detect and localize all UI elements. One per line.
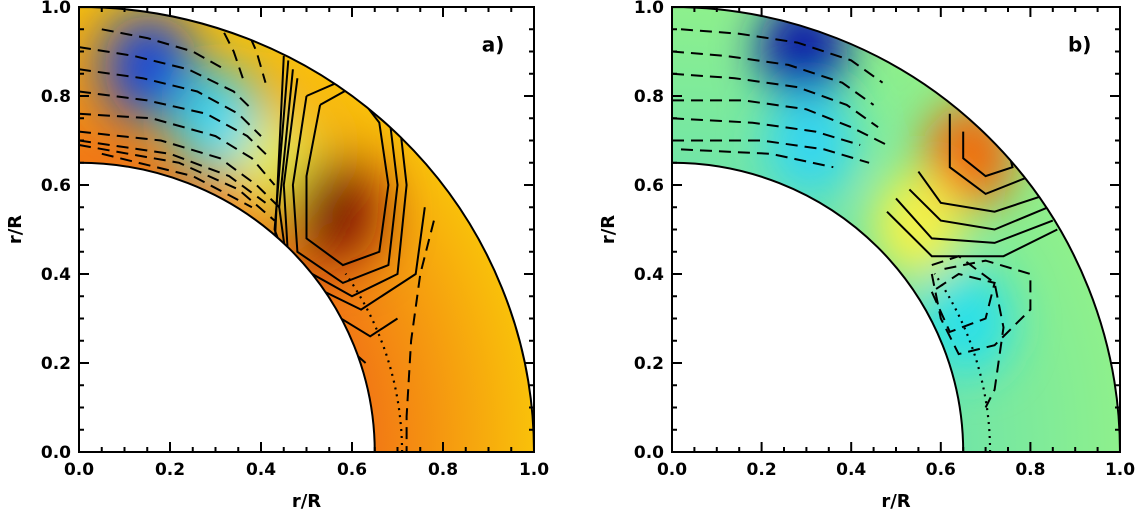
dashed-contour xyxy=(672,72,879,129)
y-tick-label: 0.0 xyxy=(41,443,71,463)
dashed-contour xyxy=(214,15,244,79)
panel-b: 0.0 0.2 0.4 0.6 0.8 1.0 0.0 0.2 0.4 0.6 0.8 1.0 r/R r… xyxy=(598,0,1135,512)
x-axis-label: r/R xyxy=(881,491,910,512)
y-axis-label: r/R xyxy=(598,215,619,244)
cyan-band xyxy=(765,89,856,197)
x-tick-label: 0.0 xyxy=(64,460,94,480)
x-axis-label: r/R xyxy=(292,491,321,512)
solid-contour xyxy=(282,78,408,298)
dashed-contour xyxy=(680,148,834,169)
dashed-contour xyxy=(101,28,226,71)
color-field xyxy=(672,7,1120,452)
dashed-contour xyxy=(79,68,262,137)
y-tick-label: 1.0 xyxy=(41,0,71,18)
dark-blue-polar-region xyxy=(758,7,849,104)
x-tick-label: 0.2 xyxy=(747,460,777,480)
dashed-contour xyxy=(101,152,253,209)
domain-outline xyxy=(78,5,536,453)
x-tick-label: 0.6 xyxy=(337,460,367,480)
x-tick-label: 0.4 xyxy=(246,460,276,480)
dashed-contour xyxy=(672,139,870,164)
x-tick-label: 0.6 xyxy=(926,460,956,480)
x-tick-label: 0.2 xyxy=(155,460,185,480)
ticks xyxy=(78,6,535,453)
contours xyxy=(672,28,1058,408)
dashed-contour xyxy=(405,220,435,452)
dashed-contour xyxy=(930,272,996,334)
dashed-contour xyxy=(672,50,875,106)
yellow-lobe xyxy=(872,170,963,278)
y-tick-label: 0.8 xyxy=(634,87,664,107)
dashed-contour xyxy=(672,117,861,146)
y-tick-label: 0.8 xyxy=(41,87,71,107)
dashed-contour xyxy=(79,139,267,204)
dashed-contour xyxy=(79,130,280,208)
dashed-contour xyxy=(79,90,271,160)
ticks xyxy=(671,6,1121,453)
x-tick-label: 1.0 xyxy=(519,460,549,480)
y-tick-label: 0.6 xyxy=(634,176,664,196)
y-tick-label: 1.0 xyxy=(634,0,664,18)
cyan-lower-cell xyxy=(921,268,1012,376)
y-tick-label: 0.4 xyxy=(634,265,664,285)
y-tick-label: 0.2 xyxy=(41,354,71,374)
dark-red-core xyxy=(288,157,380,265)
y-tick-label: 0.2 xyxy=(634,354,664,374)
dashed-contour xyxy=(79,144,276,222)
x-tick-label: 0.0 xyxy=(657,460,687,480)
y-axis-label: r/R xyxy=(5,215,26,244)
blue-polar-region xyxy=(103,12,195,120)
panel-a: 0.0 0.2 0.4 0.6 0.8 1.0 0.0 0.2 0.4 0.6 0.8 1.0 r/R r… xyxy=(5,0,549,512)
solid-contour xyxy=(908,188,1049,231)
solid-contour xyxy=(886,210,1058,258)
solid-contour xyxy=(917,171,1049,213)
y-tick-label: 0.6 xyxy=(41,176,71,196)
dashed-contour xyxy=(680,28,884,84)
x-tick-label: 0.4 xyxy=(836,460,866,480)
panel-label: b) xyxy=(1068,33,1091,57)
dashed-contour xyxy=(79,112,276,186)
y-tick-label: 0.0 xyxy=(634,443,664,463)
dashed-contour xyxy=(930,259,1032,356)
y-tick-label: 0.4 xyxy=(41,265,71,285)
solid-contour xyxy=(895,197,1054,244)
x-tick-label: 0.8 xyxy=(1015,460,1045,480)
dashed-contour xyxy=(672,99,888,146)
panel-label: a) xyxy=(482,33,505,57)
x-tick-label: 0.8 xyxy=(428,460,458,480)
dashed-contour xyxy=(931,255,1005,408)
x-tick-label: 1.0 xyxy=(1105,460,1135,480)
